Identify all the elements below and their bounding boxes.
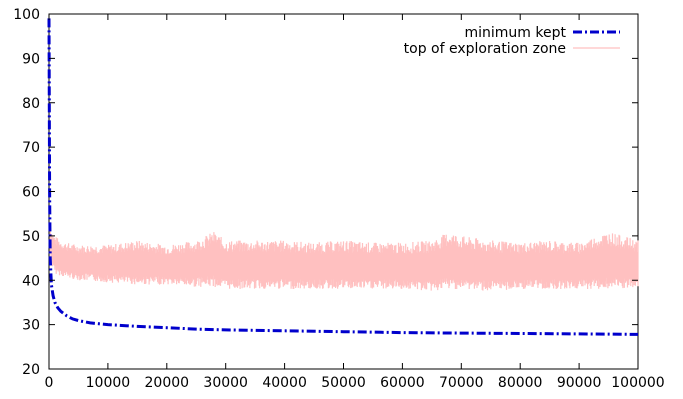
y-tick-label: 70 <box>22 140 40 156</box>
x-tick-label: 60000 <box>380 375 425 391</box>
x-tick-label: 10000 <box>86 375 131 391</box>
y-tick-label: 50 <box>22 229 40 245</box>
x-tick-label: 40000 <box>262 375 307 391</box>
y-tick-label: 60 <box>22 185 40 201</box>
x-tick-label: 30000 <box>203 375 248 391</box>
y-tick-label: 20 <box>22 362 40 378</box>
x-tick-label: 20000 <box>145 375 190 391</box>
x-tick-label: 80000 <box>498 375 543 391</box>
series-minimum-kept <box>47 18 639 336</box>
y-tick-label: 80 <box>22 96 40 112</box>
y-tick-label: 90 <box>22 51 40 67</box>
x-tick-label: 90000 <box>557 375 602 391</box>
exploration-band-layer <box>49 137 639 291</box>
series-line-layer <box>47 18 639 336</box>
axis-tick-layer: 0 10000 20000 30000 40000 50000 60000 70000 8000… <box>13 7 664 391</box>
y-tick-label: 30 <box>22 318 40 334</box>
y-tick-label: 40 <box>22 273 40 289</box>
y-tick-label: 100 <box>13 7 40 23</box>
x-tick-label: 100000 <box>611 375 664 391</box>
x-tick-label: 50000 <box>321 375 366 391</box>
legend-label-minimum-kept: minimum kept <box>465 25 567 41</box>
x-tick-label: 0 <box>45 375 54 391</box>
x-tick-label: 70000 <box>439 375 484 391</box>
plot-frame <box>48 13 639 370</box>
legend-label-top-of-exploration-zone: top of exploration zone <box>404 41 566 57</box>
series-top-of-exploration-zone <box>49 137 639 291</box>
